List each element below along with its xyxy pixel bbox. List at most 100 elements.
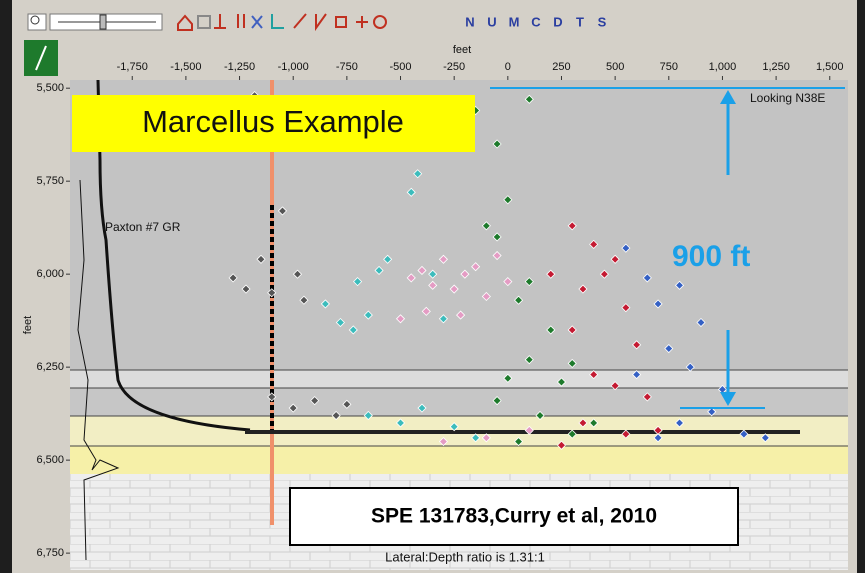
- layer-band: [70, 388, 848, 416]
- event-point: [267, 288, 277, 298]
- event-point: [503, 277, 513, 287]
- event-point: [707, 407, 717, 417]
- axis-icon-glyph: [35, 45, 47, 71]
- event-point: [428, 280, 438, 290]
- chart-title: Marcellus Example: [142, 104, 404, 139]
- event-point: [406, 187, 416, 197]
- toolbar-button[interactable]: T: [576, 14, 584, 29]
- arrow-head: [720, 392, 736, 406]
- event-point: [589, 370, 599, 380]
- x-tick-label: 1,500: [816, 61, 844, 73]
- x-tick-label: 1,000: [709, 61, 737, 73]
- log-label: Paxton #7 GR: [105, 220, 181, 234]
- event-point: [292, 269, 303, 279]
- event-point: [331, 410, 341, 421]
- event-point: [449, 422, 459, 432]
- event-point: [739, 429, 749, 439]
- event-point: [449, 284, 459, 294]
- search-box[interactable]: [27, 13, 47, 31]
- layer-band: [70, 446, 848, 474]
- toolbar-button[interactable]: M: [509, 14, 520, 29]
- event-point: [610, 254, 620, 264]
- event-point: [267, 392, 277, 402]
- y-tick-label: 5,500: [36, 82, 64, 94]
- event-point: [599, 269, 609, 279]
- event-point: [428, 269, 438, 279]
- event-point: [653, 299, 663, 309]
- event-point: [685, 362, 695, 372]
- x-tick-label: 500: [606, 61, 624, 73]
- event-point: [642, 392, 652, 402]
- event-point: [374, 265, 384, 276]
- event-point: [556, 440, 567, 450]
- event-point: [567, 325, 577, 335]
- y-tick-label: 5,750: [36, 175, 64, 187]
- event-point: [363, 310, 373, 320]
- ratio-note: Lateral:Depth ratio is 1.31:1: [385, 549, 545, 564]
- event-point: [417, 265, 427, 276]
- x-tick-label: 250: [552, 61, 570, 73]
- x-tick-label: -750: [336, 61, 358, 73]
- event-point: [471, 433, 481, 443]
- event-point: [335, 317, 345, 328]
- title-box: [72, 95, 475, 152]
- event-point: [567, 221, 577, 231]
- layer-band: [70, 370, 848, 388]
- toolbar-button[interactable]: U: [487, 14, 496, 29]
- event-point: [513, 295, 524, 305]
- event-point: [524, 425, 534, 435]
- event-point: [642, 273, 652, 283]
- event-point: [546, 325, 556, 335]
- event-point: [503, 373, 513, 383]
- event-point: [481, 291, 491, 302]
- event-point: [417, 403, 427, 413]
- toolbar-button[interactable]: C: [531, 14, 541, 29]
- event-point: [578, 418, 588, 428]
- event-point: [524, 355, 534, 365]
- event-point: [413, 169, 423, 179]
- y-tick-label: 6,000: [36, 268, 64, 280]
- event-point: [406, 273, 416, 283]
- x-tick-label: -1,000: [278, 61, 309, 73]
- event-point: [320, 299, 330, 309]
- event-point: [589, 418, 599, 428]
- toolbar-icons: [177, 13, 387, 32]
- event-point: [438, 314, 449, 324]
- event-point: [348, 325, 358, 335]
- x-axis-title: feet: [453, 44, 471, 56]
- event-point: [632, 370, 642, 380]
- event-point: [535, 410, 545, 421]
- event-point: [383, 254, 393, 264]
- event-point: [696, 317, 706, 328]
- y-tick-label: 6,750: [36, 547, 64, 559]
- x-tick-label: 0: [505, 61, 511, 73]
- event-point: [632, 340, 642, 350]
- event-point: [610, 381, 620, 391]
- event-point: [503, 195, 513, 205]
- event-point: [456, 310, 466, 320]
- event-point: [256, 254, 266, 264]
- x-tick-label: -1,250: [224, 61, 255, 73]
- event-point: [653, 433, 663, 443]
- event-point: [567, 429, 577, 439]
- event-point: [546, 269, 556, 279]
- x-tick-label: -250: [443, 61, 465, 73]
- event-point: [438, 436, 449, 447]
- event-point: [353, 277, 363, 287]
- toolbar-button[interactable]: N: [465, 14, 474, 29]
- event-point: [567, 358, 577, 368]
- x-tick-label: -1,500: [170, 61, 201, 73]
- event-point: [471, 262, 481, 272]
- gr-log: [96, 79, 251, 432]
- event-point: [578, 284, 588, 294]
- slider-thumb[interactable]: [99, 14, 107, 30]
- toolbar-button[interactable]: D: [553, 14, 562, 29]
- event-point: [481, 221, 491, 231]
- event-point: [421, 306, 431, 316]
- source: SPE 131783,Curry et al, 2010: [371, 505, 657, 528]
- event-point: [481, 433, 491, 443]
- arrow-head: [720, 90, 736, 104]
- toolbar-button[interactable]: S: [598, 14, 607, 29]
- event-point: [395, 418, 406, 428]
